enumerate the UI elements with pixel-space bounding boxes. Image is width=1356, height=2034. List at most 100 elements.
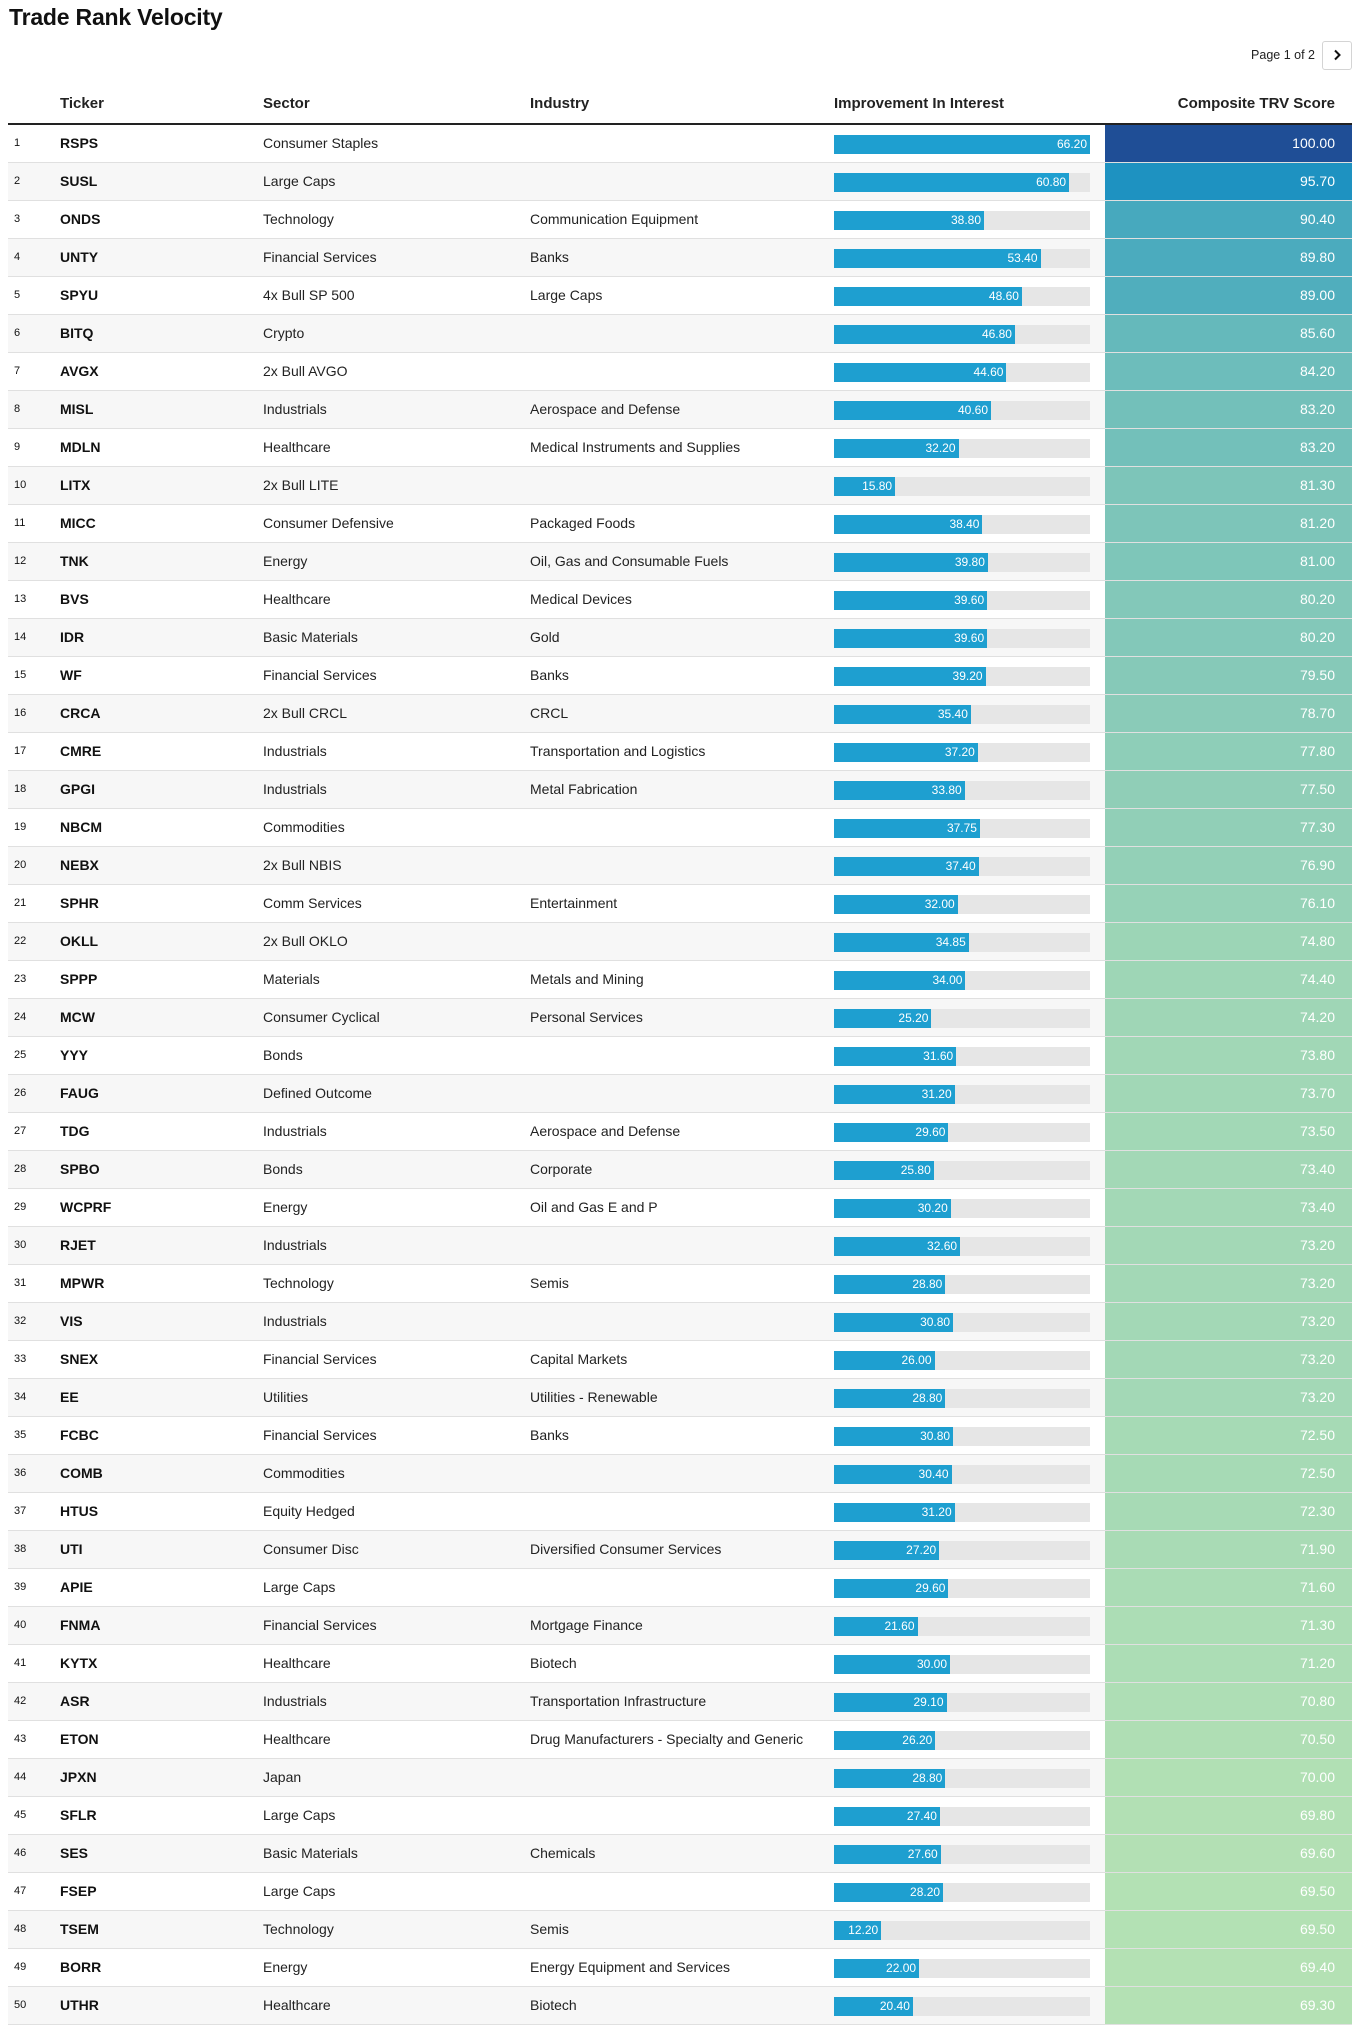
- table-row[interactable]: 41 KYTX Healthcare Biotech 30.00 71.20: [8, 1645, 1352, 1683]
- rank-cell: 33: [14, 1353, 27, 1365]
- table-row[interactable]: 39 APIE Large Caps 29.60 71.60: [8, 1569, 1352, 1607]
- improvement-value: 66.20: [1056, 137, 1087, 151]
- table-row[interactable]: 17 CMRE Industrials Transportation and Logi…: [8, 733, 1352, 771]
- improvement-cell: 27.60: [834, 1835, 1090, 1872]
- table-row[interactable]: 12 TNK Energy Oil, Gas and Consumable Fuels…: [8, 543, 1352, 581]
- improvement-bar: 39.60: [834, 591, 988, 610]
- table-row[interactable]: 38 UTI Consumer Disc Diversified Consumer S…: [8, 1531, 1352, 1569]
- industry-cell: Communication Equipment: [530, 211, 699, 227]
- table-row[interactable]: 20 NEBX 2x Bull NBIS 37.40 76.90: [8, 847, 1352, 885]
- table-row[interactable]: 44 JPXN Japan 28.80 70.00: [8, 1759, 1352, 1797]
- improvement-bar: 27.60: [834, 1845, 941, 1864]
- score-cell: 90.40: [1105, 201, 1352, 238]
- table-row[interactable]: 5 SPYU 4x Bull SP 500 Large Caps 48.60 89.00: [8, 277, 1352, 315]
- col-header-improvement[interactable]: Improvement In Interest: [834, 95, 1005, 112]
- improvement-bar: 53.40: [834, 249, 1041, 268]
- improvement-cell: 21.60: [834, 1607, 1090, 1644]
- ticker-cell: SPYU: [60, 287, 99, 303]
- improvement-cell: 25.80: [834, 1151, 1090, 1188]
- table-row[interactable]: 47 FSEP Large Caps 28.20 69.50: [8, 1873, 1352, 1911]
- industry-cell: CRCL: [530, 705, 569, 721]
- table-row[interactable]: 13 BVS Healthcare Medical Devices 39.60 80.20: [8, 581, 1352, 619]
- ticker-cell: EE: [60, 1389, 79, 1405]
- table-row[interactable]: 36 COMB Commodities 30.40 72.50: [8, 1455, 1352, 1493]
- table-row[interactable]: 10 LITX 2x Bull LITE 15.80 81.30: [8, 467, 1352, 505]
- ticker-cell: SNEX: [60, 1351, 99, 1367]
- improvement-bar-track: 66.20: [834, 135, 1090, 154]
- col-header-ticker[interactable]: Ticker: [60, 95, 104, 112]
- table-row[interactable]: 26 FAUG Defined Outcome 31.20 73.70: [8, 1075, 1352, 1113]
- table-row[interactable]: 24 MCW Consumer Cyclical Personal Services 2…: [8, 999, 1352, 1037]
- table-row[interactable]: 22 OKLL 2x Bull OKLO 34.85 74.80: [8, 923, 1352, 961]
- table-row[interactable]: 32 VIS Industrials 30.80 73.20: [8, 1303, 1352, 1341]
- improvement-bar: 29.10: [834, 1693, 947, 1712]
- table-row[interactable]: 6 BITQ Crypto 46.80 85.60: [8, 315, 1352, 353]
- sector-cell: Bonds: [263, 1047, 303, 1063]
- table-row[interactable]: 2 SUSL Large Caps 60.80 95.70: [8, 163, 1352, 201]
- col-header-industry[interactable]: Industry: [530, 95, 590, 112]
- table-row[interactable]: 31 MPWR Technology Semis 28.80 73.20: [8, 1265, 1352, 1303]
- table-row[interactable]: 23 SPPP Materials Metals and Mining 34.00 74.…: [8, 961, 1352, 999]
- sector-cell: Technology: [263, 1921, 334, 1937]
- improvement-bar: 32.00: [834, 895, 958, 914]
- improvement-cell: 30.20: [834, 1189, 1090, 1226]
- improvement-cell: 33.80: [834, 771, 1090, 808]
- improvement-bar-track: 31.60: [834, 1047, 1090, 1066]
- improvement-cell: 38.80: [834, 201, 1090, 238]
- score-cell: 73.80: [1105, 1037, 1352, 1074]
- improvement-bar: 20.40: [834, 1997, 913, 2016]
- table-row[interactable]: 34 EE Utilities Utilities - Renewable 28.80 7…: [8, 1379, 1352, 1417]
- improvement-bar-track: 27.40: [834, 1807, 1090, 1826]
- table-row[interactable]: 43 ETON Healthcare Drug Manufacturers - Spe…: [8, 1721, 1352, 1759]
- table-row[interactable]: 14 IDR Basic Materials Gold 39.60 80.20: [8, 619, 1352, 657]
- table-row[interactable]: 46 SES Basic Materials Chemicals 27.60 69.60: [8, 1835, 1352, 1873]
- table-row[interactable]: 11 MICC Consumer Defensive Packaged Foods 38…: [8, 505, 1352, 543]
- industry-cell: Banks: [530, 1427, 569, 1443]
- sector-cell: Healthcare: [263, 591, 331, 607]
- score-cell: 77.80: [1105, 733, 1352, 770]
- table-row[interactable]: 37 HTUS Equity Hedged 31.20 72.30: [8, 1493, 1352, 1531]
- table-row[interactable]: 42 ASR Industrials Transportation Infrastru…: [8, 1683, 1352, 1721]
- improvement-bar: 27.20: [834, 1541, 940, 1560]
- table-row[interactable]: 40 FNMA Financial Services Mortgage Finance…: [8, 1607, 1352, 1645]
- rank-cell: 49: [14, 1961, 27, 1973]
- next-page-button[interactable]: [1322, 40, 1352, 70]
- table-row[interactable]: 50 UTHR Healthcare Biotech 20.40 69.30: [8, 1987, 1352, 2025]
- table-row[interactable]: 45 SFLR Large Caps 27.40 69.80: [8, 1797, 1352, 1835]
- table-row[interactable]: 35 FCBC Financial Services Banks 30.80 72.50: [8, 1417, 1352, 1455]
- ticker-cell: ONDS: [60, 211, 101, 227]
- table-row[interactable]: 25 YYY Bonds 31.60 73.80: [8, 1037, 1352, 1075]
- improvement-bar: 26.00: [834, 1351, 935, 1370]
- table-row[interactable]: 21 SPHR Comm Services Entertainment 32.00 76.…: [8, 885, 1352, 923]
- table-row[interactable]: 28 SPBO Bonds Corporate 25.80 73.40: [8, 1151, 1352, 1189]
- table-row[interactable]: 49 BORR Energy Energy Equipment and Service…: [8, 1949, 1352, 1987]
- table-row[interactable]: 7 AVGX 2x Bull AVGO 44.60 84.20: [8, 353, 1352, 391]
- table-row[interactable]: 1 RSPS Consumer Staples 66.20 100.00: [8, 125, 1352, 163]
- table-row[interactable]: 9 MDLN Healthcare Medical Instruments and S…: [8, 429, 1352, 467]
- table-row[interactable]: 3 ONDS Technology Communication Equipment 38…: [8, 201, 1352, 239]
- col-header-sector[interactable]: Sector: [263, 95, 310, 112]
- score-cell: 76.90: [1105, 847, 1352, 884]
- table-row[interactable]: 8 MISL Industrials Aerospace and Defense 40.…: [8, 391, 1352, 429]
- table-row[interactable]: 30 RJET Industrials 32.60 73.20: [8, 1227, 1352, 1265]
- table-row[interactable]: 16 CRCA 2x Bull CRCL CRCL 35.40 78.70: [8, 695, 1352, 733]
- sector-cell: 2x Bull AVGO: [263, 363, 348, 379]
- table-row[interactable]: 18 GPGI Industrials Metal Fabrication 33.80 7…: [8, 771, 1352, 809]
- industry-cell: Transportation and Logistics: [530, 743, 706, 759]
- score-cell: 71.20: [1105, 1645, 1352, 1682]
- score-cell: 89.00: [1105, 277, 1352, 314]
- improvement-cell: 48.60: [834, 277, 1090, 314]
- improvement-bar: 39.60: [834, 629, 988, 648]
- table-row[interactable]: 19 NBCM Commodities 37.75 77.30: [8, 809, 1352, 847]
- table-row[interactable]: 15 WF Financial Services Banks 39.20 79.50: [8, 657, 1352, 695]
- score-cell: 74.80: [1105, 923, 1352, 960]
- table-row[interactable]: 33 SNEX Financial Services Capital Markets 2…: [8, 1341, 1352, 1379]
- improvement-bar-track: 22.00: [834, 1959, 1090, 1978]
- table-row[interactable]: 29 WCPRF Energy Oil and Gas E and P 30.20 73.…: [8, 1189, 1352, 1227]
- improvement-bar: 39.20: [834, 667, 986, 686]
- improvement-bar: 29.60: [834, 1123, 949, 1142]
- table-row[interactable]: 27 TDG Industrials Aerospace and Defense 29.…: [8, 1113, 1352, 1151]
- col-header-score[interactable]: Composite TRV Score: [1177, 95, 1335, 112]
- table-row[interactable]: 4 UNTY Financial Services Banks 53.40 89.80: [8, 239, 1352, 277]
- table-row[interactable]: 48 TSEM Technology Semis 12.20 69.50: [8, 1911, 1352, 1949]
